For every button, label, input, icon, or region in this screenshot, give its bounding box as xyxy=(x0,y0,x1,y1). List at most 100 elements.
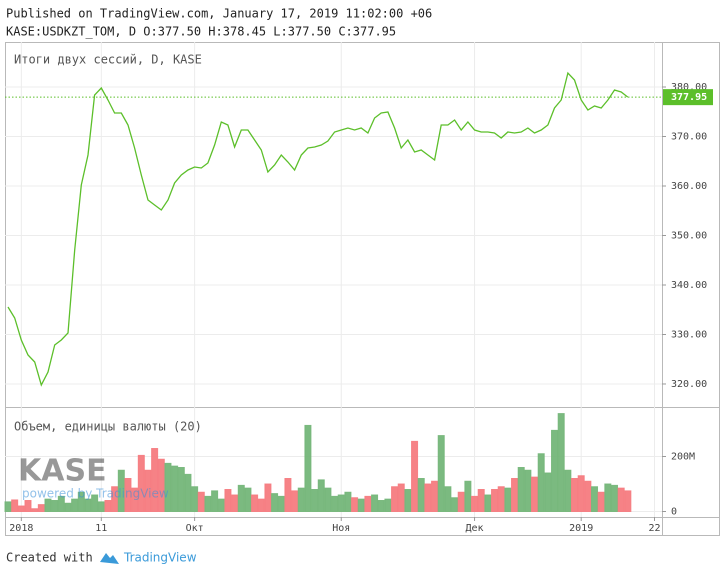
volume-bar xyxy=(457,491,465,512)
volume-bar xyxy=(544,472,552,512)
volume-bar xyxy=(311,489,319,512)
volume-bar xyxy=(611,484,619,512)
x-tick-label: Дек xyxy=(466,523,484,534)
volume-bar xyxy=(384,498,392,512)
volume-bar xyxy=(84,498,92,512)
volume-bar xyxy=(617,487,625,512)
volume-bar xyxy=(571,478,579,512)
volume-bar xyxy=(437,435,445,513)
volume-bar xyxy=(464,480,472,512)
y-tick-label: 330.00 xyxy=(671,329,707,340)
watermark-tagline: powered by TradingView xyxy=(22,487,169,501)
volume-bar xyxy=(64,502,72,512)
volume-bar xyxy=(157,458,165,512)
volume-bar xyxy=(171,465,179,512)
volume-bar xyxy=(364,495,372,512)
volume-bar xyxy=(484,494,492,512)
volume-bar xyxy=(124,478,132,512)
volume-bar xyxy=(77,491,85,512)
volume-bar xyxy=(557,413,565,513)
volume-bar xyxy=(451,497,459,512)
watermark: KASE powered by TradingView xyxy=(18,454,169,501)
volume-bar xyxy=(471,495,479,512)
volume-bar xyxy=(264,483,272,512)
volume-bar xyxy=(577,475,585,512)
volume-bar xyxy=(151,448,159,512)
x-tick-label: Ноя xyxy=(332,523,350,534)
volume-bar xyxy=(344,491,352,512)
volume-bar xyxy=(604,483,612,512)
footer-logo xyxy=(100,553,119,564)
volume-bar xyxy=(551,429,559,512)
volume-bar xyxy=(351,497,359,512)
volume-bar xyxy=(511,478,519,512)
volume-bar xyxy=(244,487,252,512)
volume-bar xyxy=(137,454,145,512)
volume-bar xyxy=(377,500,385,512)
volume-bar xyxy=(564,469,572,512)
volume-bar xyxy=(404,489,412,512)
watermark-logo: KASE xyxy=(18,454,107,489)
symbol-line: KASE:USDKZT_TOM, D O:377.50 H:378.45 L:3… xyxy=(6,25,396,39)
volume-bar xyxy=(391,486,399,512)
volume-bar xyxy=(371,494,379,512)
volume-bar xyxy=(191,486,199,512)
y-tick-label: 380.00 xyxy=(671,82,707,93)
last-value-box xyxy=(663,89,713,106)
volume-bar xyxy=(504,487,512,512)
y-tick-label: 0 xyxy=(671,507,677,518)
price-line xyxy=(7,71,629,387)
y-tick-label: 200M xyxy=(671,452,695,463)
footer-brand: TradingView xyxy=(123,551,197,565)
volume-bar xyxy=(44,498,52,512)
y-tick-label: 360.00 xyxy=(671,181,707,192)
volume-bar xyxy=(297,487,305,512)
y-tick-label: 320.00 xyxy=(671,379,707,390)
x-tick-label: 22 xyxy=(648,523,660,534)
volume-bar xyxy=(337,494,345,512)
volume-bar xyxy=(591,486,599,512)
volume-bar xyxy=(97,501,105,512)
volume-bar xyxy=(497,486,505,512)
volume-bar xyxy=(131,487,139,512)
volume-bar xyxy=(431,480,439,512)
volume-bar xyxy=(164,462,172,512)
pane-title: Объем, единицы валюты (20) xyxy=(14,420,202,434)
volume-bar xyxy=(597,491,605,512)
volume-bar xyxy=(231,494,239,512)
x-tick-label: 2018 xyxy=(9,523,33,534)
last-value-label: 377.95 xyxy=(671,92,707,103)
y-tick-label: 340.00 xyxy=(671,280,707,291)
chart-frame xyxy=(5,42,720,536)
volume-bar xyxy=(57,495,65,512)
volume-bar xyxy=(24,500,32,512)
volume-bar xyxy=(284,478,292,512)
pane-title: Итоги двух сессий, D, KASE xyxy=(14,53,202,67)
y-tick-label: 350.00 xyxy=(671,230,707,241)
volume-bar xyxy=(277,495,285,512)
volume-bar xyxy=(117,469,125,512)
x-tick-label: 2019 xyxy=(569,523,593,534)
volume-bar xyxy=(424,483,432,512)
volume-bar xyxy=(111,486,119,512)
volume-bar xyxy=(224,489,232,512)
volume-bar xyxy=(31,508,39,512)
volume-bar xyxy=(197,491,205,512)
volume-bar xyxy=(444,486,452,512)
x-tick-label: Окт xyxy=(186,523,204,534)
volume-bar xyxy=(51,500,59,512)
volume-bar xyxy=(177,467,185,512)
volume-bar xyxy=(537,453,545,512)
volume-bar xyxy=(624,490,632,512)
volume-bar xyxy=(417,478,425,512)
x-tick-label: 11 xyxy=(95,523,107,534)
volume-bar xyxy=(524,469,532,512)
volume-bar xyxy=(491,489,499,512)
volume-bar xyxy=(17,505,25,512)
y-tick-label: 370.00 xyxy=(671,131,707,142)
volume-bar xyxy=(204,495,212,512)
volume-bar xyxy=(324,487,332,512)
volume-bar xyxy=(91,494,99,512)
